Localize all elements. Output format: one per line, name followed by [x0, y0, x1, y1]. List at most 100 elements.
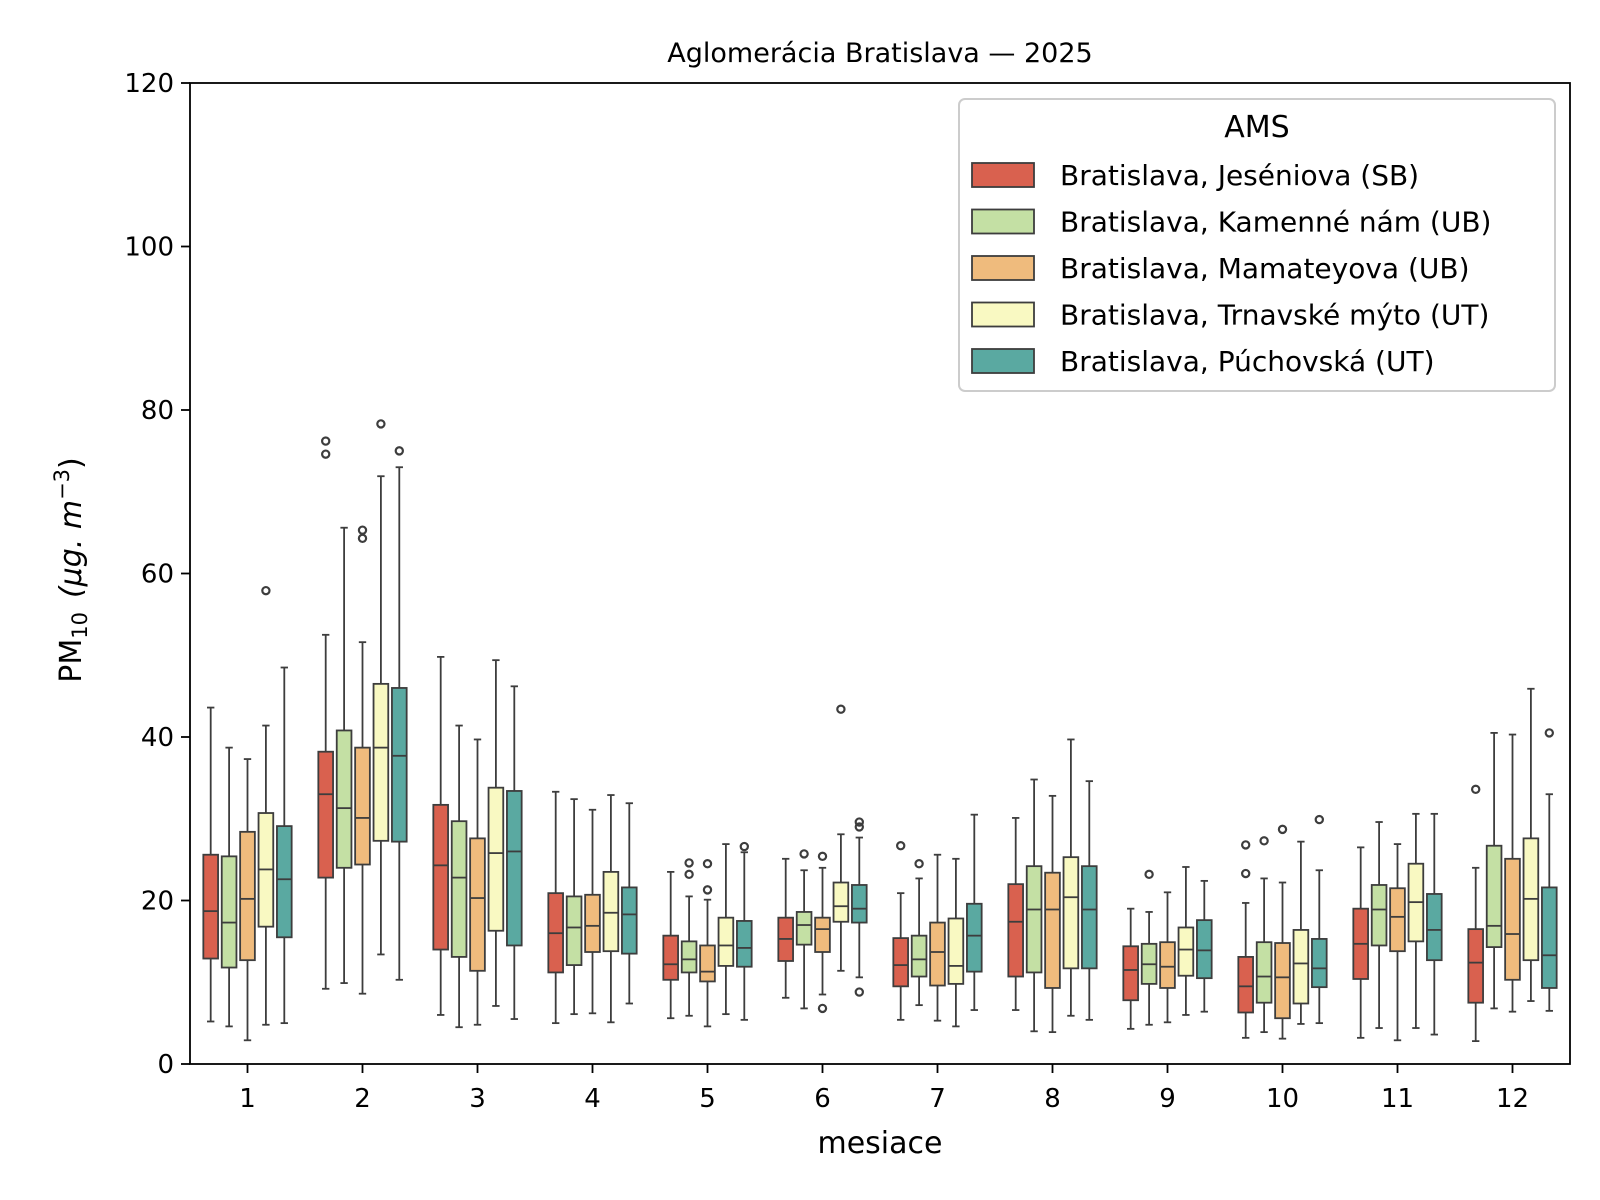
outlier-point — [817, 851, 828, 862]
outlier-point — [854, 817, 865, 827]
boxplot — [317, 436, 334, 990]
box-iqr — [1122, 945, 1139, 1002]
box-iqr — [680, 940, 698, 974]
boxplot — [487, 659, 505, 1007]
boxplot — [239, 758, 256, 1042]
box-iqr — [717, 916, 735, 967]
y-tick-label: 20 — [141, 887, 174, 917]
y-axis-label: PM10 (μg. m−3) — [50, 457, 92, 683]
y-tick-label: 120 — [124, 69, 174, 99]
outlier-point — [1314, 814, 1325, 825]
boxplot — [1025, 778, 1043, 1033]
outlier-point — [1544, 728, 1555, 738]
box-iqr — [1025, 865, 1043, 974]
boxplot — [832, 704, 850, 972]
box-iqr — [239, 830, 256, 962]
y-tick-label: 0 — [157, 1050, 174, 1080]
boxplot — [1007, 817, 1024, 1011]
boxplot — [621, 802, 638, 1005]
y-tick-label: 100 — [124, 233, 174, 263]
box-iqr — [1177, 926, 1195, 977]
boxplot — [1159, 891, 1176, 1024]
series-4 — [257, 419, 1540, 1029]
box-iqr — [1274, 942, 1291, 1020]
box-iqr — [487, 786, 505, 932]
legend-swatch — [971, 208, 1035, 235]
boxplot — [1255, 836, 1273, 1034]
y-tick-label: 40 — [141, 723, 174, 753]
outlier-point — [321, 449, 331, 459]
box-iqr — [1426, 893, 1443, 962]
boxplot — [1122, 907, 1139, 1030]
box-iqr — [584, 893, 601, 953]
boxplot — [584, 808, 601, 1015]
box-iqr — [432, 803, 449, 951]
box-iqr — [372, 682, 390, 842]
box-iqr — [1370, 884, 1388, 947]
x-tick-label: 8 — [1044, 1084, 1061, 1114]
boxplot — [1407, 812, 1425, 1029]
box-iqr — [450, 820, 468, 958]
boxplot — [1370, 821, 1388, 1029]
legend-title: AMS — [1224, 110, 1289, 145]
series-1 — [202, 436, 1484, 1043]
legend-label: Bratislava, Jeséniova (SB) — [1060, 159, 1419, 192]
boxplot — [1467, 784, 1484, 1043]
boxplot — [1062, 738, 1080, 1017]
legend-swatch — [971, 301, 1035, 328]
box-iqr — [1485, 844, 1503, 948]
x-tick-label: 10 — [1266, 1084, 1299, 1114]
outlier-point — [1259, 836, 1269, 846]
boxplot — [1522, 687, 1540, 1002]
outlier-point — [702, 885, 713, 895]
legend-label: Bratislava, Kamenné nám (UB) — [1060, 206, 1491, 239]
boxplot — [1140, 869, 1158, 1026]
boxplot — [1311, 814, 1328, 1025]
boxplot — [929, 853, 946, 1022]
y-axis-label-subscript: 10 — [68, 612, 92, 639]
boxplot — [1485, 732, 1503, 1010]
x-tick-label: 7 — [929, 1084, 946, 1114]
x-tick-label: 9 — [1159, 1084, 1176, 1114]
outlier-point — [854, 987, 865, 997]
legend-swatch — [971, 348, 1035, 374]
outlier-point — [394, 446, 404, 456]
box-iqr — [1237, 956, 1254, 1014]
x-axis-label: mesiace — [818, 1126, 943, 1161]
outlier-point — [817, 1003, 828, 1014]
box-iqr — [1159, 941, 1176, 989]
y-axis-ticks: 0 20 40 60 80 100 120 — [124, 69, 190, 1080]
y-axis-label-unit-exponent: −3 — [50, 469, 74, 500]
box-iqr — [1062, 856, 1080, 970]
boxplot — [335, 526, 353, 984]
outlier-point — [261, 585, 271, 596]
box-iqr — [929, 921, 946, 987]
boxplot — [717, 843, 735, 1016]
series-2 — [220, 526, 1503, 1034]
y-tick-label: 60 — [141, 560, 174, 590]
boxplot — [432, 655, 449, 1016]
box-iqr — [814, 916, 831, 953]
series-3 — [239, 525, 1521, 1042]
chart-title: Aglomerácia Bratislava — 2025 — [667, 38, 1092, 69]
legend: AMS Bratislava, Jeséniova (SB) Bratislava… — [958, 98, 1556, 392]
boxplot — [469, 738, 486, 1026]
outlier-point — [799, 849, 809, 859]
y-axis-label-unit: (μg. m — [54, 500, 89, 598]
boxplot — [814, 851, 831, 1014]
legend-label: Bratislava, Mamateyova (UB) — [1060, 252, 1470, 285]
box-iqr — [391, 687, 408, 843]
boxplot — [966, 813, 983, 1011]
x-tick-label: 2 — [354, 1084, 371, 1114]
box-iqr — [565, 895, 583, 966]
box-iqr — [966, 902, 983, 973]
boxplot — [795, 849, 813, 1010]
box-iqr — [1007, 883, 1024, 978]
boxplot — [220, 746, 238, 1028]
box-iqr — [621, 886, 638, 955]
outlier-point — [854, 822, 865, 832]
legend-swatch — [971, 162, 1035, 188]
box-iqr — [1311, 938, 1328, 989]
boxplot — [354, 525, 371, 995]
box-iqr — [354, 746, 371, 866]
